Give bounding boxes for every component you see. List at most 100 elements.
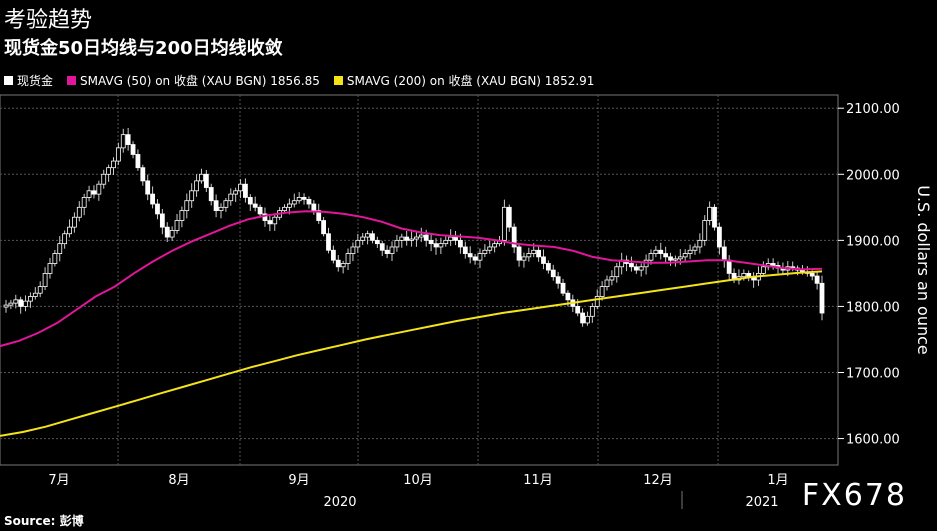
- candle: [62, 230, 68, 249]
- candle-body: [345, 253, 351, 264]
- candle: [687, 244, 693, 260]
- candle-body: [550, 269, 556, 278]
- candle-body: [18, 299, 24, 307]
- candle: [379, 240, 385, 257]
- x-tick-label: 7月: [48, 473, 69, 488]
- candle-body: [399, 236, 405, 241]
- candle: [296, 192, 302, 204]
- candle: [23, 295, 28, 312]
- candle-body: [462, 246, 468, 254]
- candle-body: [301, 197, 307, 200]
- candle: [125, 127, 131, 151]
- legend-swatch-spot-gold: [4, 76, 13, 85]
- candle: [350, 242, 356, 262]
- chart-subtitle: 现货金50日均线与200日均线收敛: [4, 38, 283, 59]
- candle-body: [506, 206, 512, 228]
- candle-body: [203, 173, 209, 188]
- candle: [521, 252, 527, 268]
- x-year-label: 2021: [745, 495, 778, 510]
- candle-body: [379, 243, 385, 251]
- candle-body: [536, 249, 541, 258]
- candle: [414, 231, 419, 247]
- candle: [443, 235, 449, 247]
- candle: [184, 193, 190, 219]
- candle-body: [306, 198, 312, 205]
- candle-body: [433, 243, 439, 248]
- candle-body: [365, 233, 370, 238]
- candle-body: [384, 249, 390, 254]
- candle-body: [282, 206, 287, 212]
- candle-body: [115, 147, 121, 162]
- candle: [218, 203, 224, 219]
- candle-body: [101, 173, 107, 185]
- candle: [726, 255, 732, 281]
- candle-body: [3, 304, 9, 308]
- candle: [91, 185, 97, 199]
- candle: [282, 204, 287, 214]
- x-tick-label: 9月: [288, 473, 309, 488]
- candle-body: [86, 190, 92, 198]
- candle-body: [213, 200, 219, 212]
- candle: [629, 256, 634, 272]
- candle: [370, 230, 375, 244]
- candle: [345, 248, 351, 271]
- x-axis: 7月 8月 9月 10月 11月 12月 1月 2020 2021: [48, 473, 788, 510]
- candle: [326, 227, 331, 254]
- candle: [203, 169, 209, 193]
- grid-lines: [0, 94, 839, 466]
- candle: [619, 252, 625, 275]
- candle: [560, 278, 566, 297]
- candle: [13, 294, 19, 309]
- candle-body: [702, 220, 708, 241]
- candle-body: [8, 302, 14, 306]
- candle-body: [511, 226, 517, 248]
- candle-body: [374, 239, 380, 245]
- candle-body: [580, 312, 585, 324]
- candle-body: [614, 266, 620, 278]
- candle-body: [673, 258, 678, 261]
- candle-body: [560, 282, 566, 294]
- candle: [658, 242, 664, 260]
- candle: [86, 185, 92, 202]
- candle: [111, 157, 116, 175]
- candle: [580, 308, 585, 327]
- candle-body: [770, 263, 776, 266]
- candle-body: [653, 249, 659, 254]
- legend: 现货金 SMAVG (50) on 收盘 (XAU BGN) 1856.85 S…: [4, 72, 594, 89]
- candle: [228, 188, 234, 206]
- candle-body: [287, 203, 292, 208]
- candle-body: [169, 230, 175, 238]
- candle-body: [565, 292, 571, 301]
- candle: [120, 128, 126, 153]
- candle-body: [438, 243, 444, 248]
- candle: [721, 240, 727, 268]
- candle-body: [585, 315, 590, 324]
- candle: [306, 196, 312, 209]
- x-tick-label: 10月: [403, 473, 433, 488]
- candle: [404, 230, 410, 246]
- candle-body: [453, 236, 458, 241]
- candle-body: [37, 286, 43, 294]
- candle-body: [111, 160, 116, 169]
- candle-body: [633, 266, 639, 271]
- candle: [614, 262, 620, 283]
- source-note: Source: 彭博: [4, 514, 84, 528]
- candle: [462, 241, 468, 259]
- candle-body: [531, 249, 537, 254]
- legend-item-smavg-200: SMAVG (200) on 收盘 (XAU BGN) 1852.91: [333, 72, 594, 89]
- candle-body: [272, 216, 278, 225]
- candle: [746, 270, 752, 282]
- candle-body: [326, 233, 331, 251]
- candle: [164, 222, 170, 243]
- candle: [697, 233, 703, 254]
- candle: [663, 246, 669, 264]
- candle-body: [42, 272, 48, 288]
- candle: [179, 206, 185, 228]
- candle: [374, 236, 380, 248]
- candle: [257, 204, 263, 218]
- candle: [545, 260, 551, 274]
- candle: [174, 213, 180, 234]
- candle: [213, 194, 219, 218]
- candle-body: [389, 246, 395, 254]
- y-tick-label: 1600.00: [846, 433, 900, 448]
